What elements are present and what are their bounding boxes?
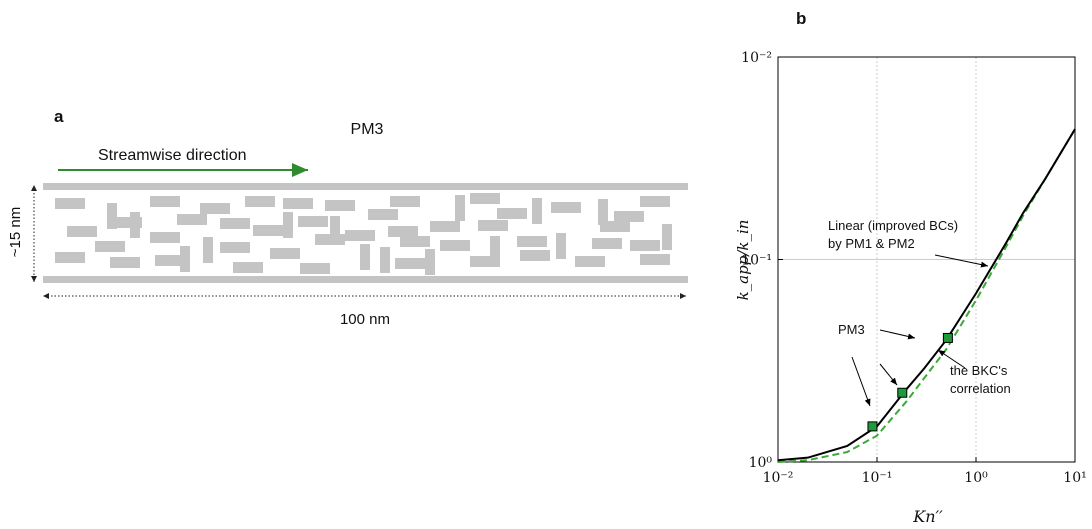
annotation-arrow — [934, 254, 989, 268]
x-tick-label: 10¹ — [1063, 470, 1086, 486]
data-line — [777, 128, 1076, 463]
data-point — [942, 332, 953, 343]
wall — [43, 183, 688, 190]
data-line — [777, 128, 1076, 462]
data-point — [897, 387, 908, 398]
plot-frame — [777, 56, 1076, 463]
grains — [55, 193, 672, 275]
x-tick-label: 10⁻² — [763, 470, 794, 486]
annotation: correlation — [950, 381, 1011, 396]
y-tick-label: 10⁰ — [749, 455, 773, 471]
diagram-title: PM3 — [351, 121, 384, 138]
height-label: ~15 nm — [7, 207, 24, 257]
y-tick-label: 10⁻¹ — [741, 253, 772, 269]
panel-a: a PM3 Streamwise direction — [7, 107, 688, 328]
length-label: 100 nm — [340, 311, 390, 328]
direction-label: Streamwise direction — [98, 147, 247, 164]
panel-label: b — [796, 9, 806, 28]
annotation-arrow — [937, 349, 966, 369]
wall — [43, 276, 688, 283]
x-tick-label: 10⁰ — [964, 470, 988, 486]
annotation-arrow — [879, 329, 916, 340]
x-tick-label: 10⁻¹ — [862, 470, 893, 486]
annotation-arrow — [851, 356, 871, 407]
y-axis-label: k_app/k_in — [734, 220, 752, 301]
annotation-arrow — [879, 363, 898, 386]
annotation: the BKC's — [950, 363, 1008, 378]
annotation: Linear (improved BCs) — [828, 218, 958, 233]
panel-b: b k_app/k_in Kn′′ 10⁻² 10⁻¹ 10⁰ 10¹ 10⁰ 10⁻¹ 1… — [734, 9, 1087, 526]
x-axis-label: Kn′′ — [912, 507, 943, 526]
annotation: by PM1 & PM2 — [828, 236, 915, 251]
annotation: PM3 — [838, 322, 865, 337]
panel-label: a — [54, 107, 64, 126]
y-tick-label: 10⁻² — [741, 50, 772, 66]
data-point — [867, 421, 878, 432]
